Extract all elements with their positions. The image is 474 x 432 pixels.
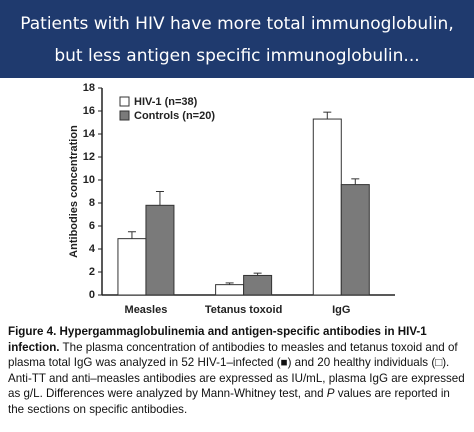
bar <box>215 284 245 296</box>
bar <box>145 204 175 296</box>
legend-label: Controls (n=20) <box>134 110 215 122</box>
y-tick-label: 4 <box>89 243 96 255</box>
y-axis-label: Antibodies concentration <box>68 125 80 258</box>
y-tick-label: 10 <box>83 174 95 186</box>
bar <box>243 274 273 296</box>
legend-swatch <box>119 96 130 107</box>
bar <box>117 238 147 296</box>
y-tick-label: 14 <box>83 128 96 140</box>
x-tick-label: Measles <box>125 304 168 316</box>
banner-line: Patients with HIV have more total immuno… <box>20 14 454 34</box>
y-tick-label: 16 <box>83 105 95 117</box>
bar <box>340 184 370 296</box>
x-tick-label: IgG <box>332 304 350 316</box>
caption-italic: P <box>326 387 335 400</box>
legend-label: HIV-1 (n=38) <box>134 96 198 108</box>
banner: Patients with HIV have more total immuno… <box>0 0 474 78</box>
x-tick-label: Tetanus toxoid <box>205 304 282 316</box>
caption-title: Figure 4. Hypergammaglobulinemia and ant… <box>8 325 427 354</box>
y-tick-label: 0 <box>89 289 95 301</box>
chart: 0 2 4 6 8 10 12 14 16 18 Antibodies concentration M… <box>68 82 395 316</box>
caption: Figure 4. Hypergammaglobulinemia and ant… <box>8 324 468 417</box>
y-tick-label: 8 <box>89 197 95 209</box>
caption-text: values are reported in the sections on s… <box>8 387 450 416</box>
y-tick-label: 18 <box>83 82 95 94</box>
y-tick-label: 6 <box>89 220 95 232</box>
banner-line: but less antigen specific immunoglobulin… <box>54 46 420 66</box>
caption-text: The plasma concentration of antibodies t… <box>8 340 465 401</box>
bar <box>312 118 342 296</box>
y-tick-label: 12 <box>83 151 95 163</box>
y-tick-label: 2 <box>89 266 95 278</box>
legend-swatch <box>119 110 130 121</box>
